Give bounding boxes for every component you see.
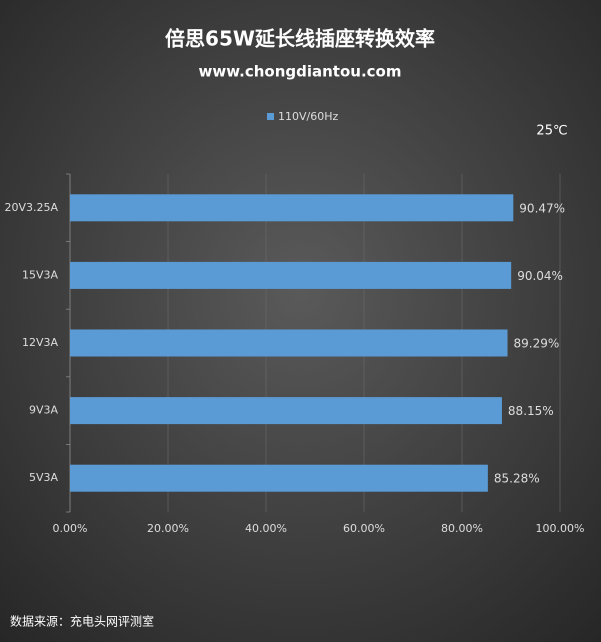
annotation: 25℃ bbox=[536, 124, 567, 139]
bar bbox=[70, 261, 512, 289]
x-tick-label: 80.00% bbox=[441, 522, 483, 535]
value-label: 90.04% bbox=[517, 269, 563, 283]
chart-title: 倍思65W延长线插座转换效率 bbox=[165, 27, 435, 51]
value-label: 89.29% bbox=[514, 337, 560, 351]
bar bbox=[70, 397, 502, 425]
x-tick-label: 40.00% bbox=[245, 522, 287, 535]
x-tick-label: 60.00% bbox=[343, 522, 385, 535]
x-tick-label: 100.00% bbox=[536, 522, 585, 535]
bar bbox=[70, 329, 508, 357]
x-tick-label: 0.00% bbox=[53, 522, 88, 535]
source-note: 数据来源：充电头网评测室 bbox=[10, 614, 154, 629]
legend-label: 110V/60Hz bbox=[278, 110, 338, 123]
y-tick-label: 9V3A bbox=[29, 404, 59, 417]
x-tick-label: 20.00% bbox=[147, 522, 189, 535]
value-label: 88.15% bbox=[508, 404, 554, 418]
y-tick-label: 20V3.25A bbox=[4, 201, 58, 214]
bar bbox=[70, 194, 514, 222]
y-tick-label: 12V3A bbox=[22, 336, 59, 349]
chart-subtitle: www.chongdiantou.com bbox=[199, 63, 402, 81]
value-label: 85.28% bbox=[494, 472, 540, 486]
y-tick-label: 15V3A bbox=[22, 268, 59, 281]
y-tick-label: 5V3A bbox=[29, 471, 59, 484]
bar bbox=[70, 464, 488, 492]
value-label: 90.47% bbox=[519, 201, 565, 215]
legend-swatch bbox=[267, 113, 274, 120]
